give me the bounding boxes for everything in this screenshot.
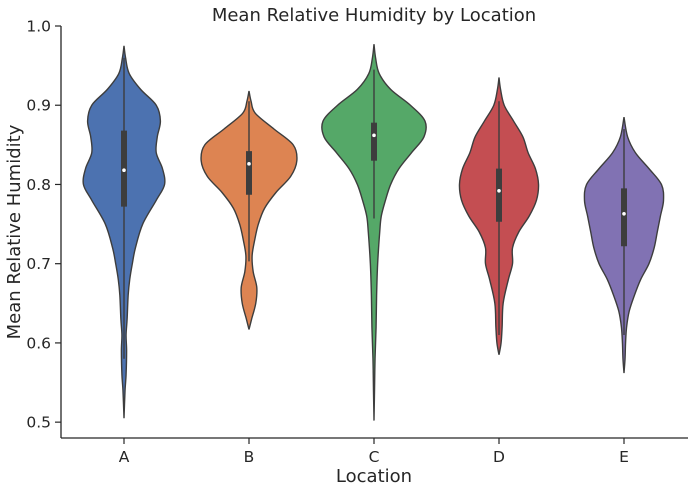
violin-D (458, 77, 540, 355)
x-tick-label: D (493, 448, 505, 466)
violin-median-dot (247, 162, 251, 166)
violin-B (200, 90, 298, 330)
x-tick-label: B (244, 448, 255, 466)
y-tick-label: 0.9 (26, 97, 51, 115)
chart-title: Mean Relative Humidity by Location (212, 5, 536, 26)
y-tick-label: 0.7 (26, 255, 51, 273)
violin-body (321, 44, 427, 421)
y-axis-label: Mean Relative Humidity (4, 124, 25, 339)
y-tick-label: 0.8 (26, 176, 51, 194)
y-tick-label: 0.6 (26, 334, 51, 352)
violin-median-dot (497, 189, 501, 193)
violin-C (321, 44, 427, 421)
y-tick-label: 1.0 (26, 18, 51, 36)
y-ticks: 0.5 0.6 0.7 0.8 0.9 1.0 (26, 18, 61, 432)
violin-A (82, 45, 166, 419)
x-ticks: A B C D E (119, 438, 629, 466)
violins-layer (82, 44, 665, 421)
y-tick-label: 0.5 (26, 414, 51, 432)
violin-median-dot (122, 168, 126, 172)
x-tick-label: E (619, 448, 629, 466)
violin-median-dot (372, 133, 376, 138)
x-tick-label: A (119, 448, 130, 466)
x-tick-label: C (369, 448, 380, 466)
violin-E (583, 116, 665, 374)
violin-median-dot (622, 211, 626, 216)
x-axis-label: Location (336, 466, 412, 487)
